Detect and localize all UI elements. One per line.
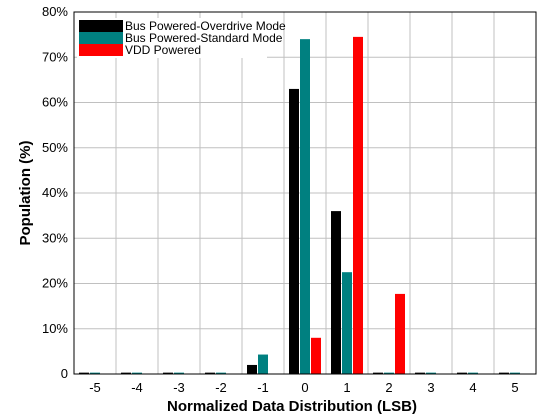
bar-bus-powered-overdrive-mode--1 [247,364,257,374]
bar-bus-powered-overdrive-mode-4 [457,372,467,374]
plot-frame [73,11,537,375]
bar-bus-powered-standard-mode--4 [132,372,142,374]
y-axis-title: Population (%) [17,141,34,246]
bar-bus-powered-overdrive-mode-5 [499,372,509,374]
x-tick-label: -5 [89,380,101,395]
bar-bus-powered-standard-mode-1 [342,272,352,374]
x-tick-label: -4 [131,380,143,395]
bar-bus-powered-standard-mode--2 [216,372,226,374]
y-tick-label: 40% [42,185,68,200]
bar-bus-powered-standard-mode-3 [426,372,436,374]
bar-vdd-powered-1 [353,36,363,374]
x-tick-label: 4 [469,380,476,395]
x-tick-label: -1 [257,380,269,395]
tick-labels: 0 10% 20% 30% 40% 50% 60% 70% 80% -5 -4 -3 -2 -1 0 1 2 3 4… [42,4,519,395]
x-tick-label: -3 [173,380,185,395]
x-axis-title: Normalized Data Distribution (LSB) [167,398,417,415]
x-tick-label: 2 [385,380,392,395]
y-tick-label: 0 [61,366,68,381]
bar-bus-powered-overdrive-mode-2 [373,372,383,374]
y-tick-label: 70% [42,49,68,64]
legend-label: VDD Powered [125,43,201,57]
y-tick-label: 50% [42,140,68,155]
y-tick-label: 10% [42,321,68,336]
bars [79,36,520,375]
x-tick-label: 1 [343,380,350,395]
bar-bus-powered-overdrive-mode-0 [289,88,299,375]
x-tick-label: 0 [301,380,308,395]
bar-bus-powered-standard-mode-2 [384,372,394,374]
y-tick-label: 30% [42,230,68,245]
y-tick-label: 20% [42,276,68,291]
bar-vdd-powered-2 [395,293,405,374]
bar-bus-powered-standard-mode-5 [510,372,520,374]
bar-bus-powered-overdrive-mode--2 [205,372,215,374]
y-tick-label: 80% [42,4,68,19]
legend-swatch [79,20,123,32]
bar-bus-powered-overdrive-mode-3 [415,372,425,374]
y-tick-label: 60% [42,95,68,110]
bar-bus-powered-overdrive-mode-1 [331,211,341,374]
x-tick-label: 3 [427,380,434,395]
legend-label: Bus Powered-Overdrive Mode [125,19,286,33]
bar-vdd-powered-0 [311,337,321,374]
legend-swatch [79,44,123,56]
bar-bus-powered-standard-mode--3 [174,372,184,374]
x-tick-label: -2 [215,380,227,395]
legend-label: Bus Powered-Standard Mode [125,31,283,45]
bar-bus-powered-standard-mode-4 [468,372,478,374]
bar-bus-powered-overdrive-mode--5 [79,372,89,374]
bar-bus-powered-overdrive-mode--3 [163,372,173,374]
bar-bus-powered-standard-mode-0 [300,39,310,375]
x-tick-label: 5 [511,380,518,395]
legend-swatch [79,32,123,44]
bar-bus-powered-standard-mode--1 [258,354,268,374]
bar-bus-powered-overdrive-mode--4 [121,372,131,374]
bar-bus-powered-standard-mode--5 [90,372,100,374]
